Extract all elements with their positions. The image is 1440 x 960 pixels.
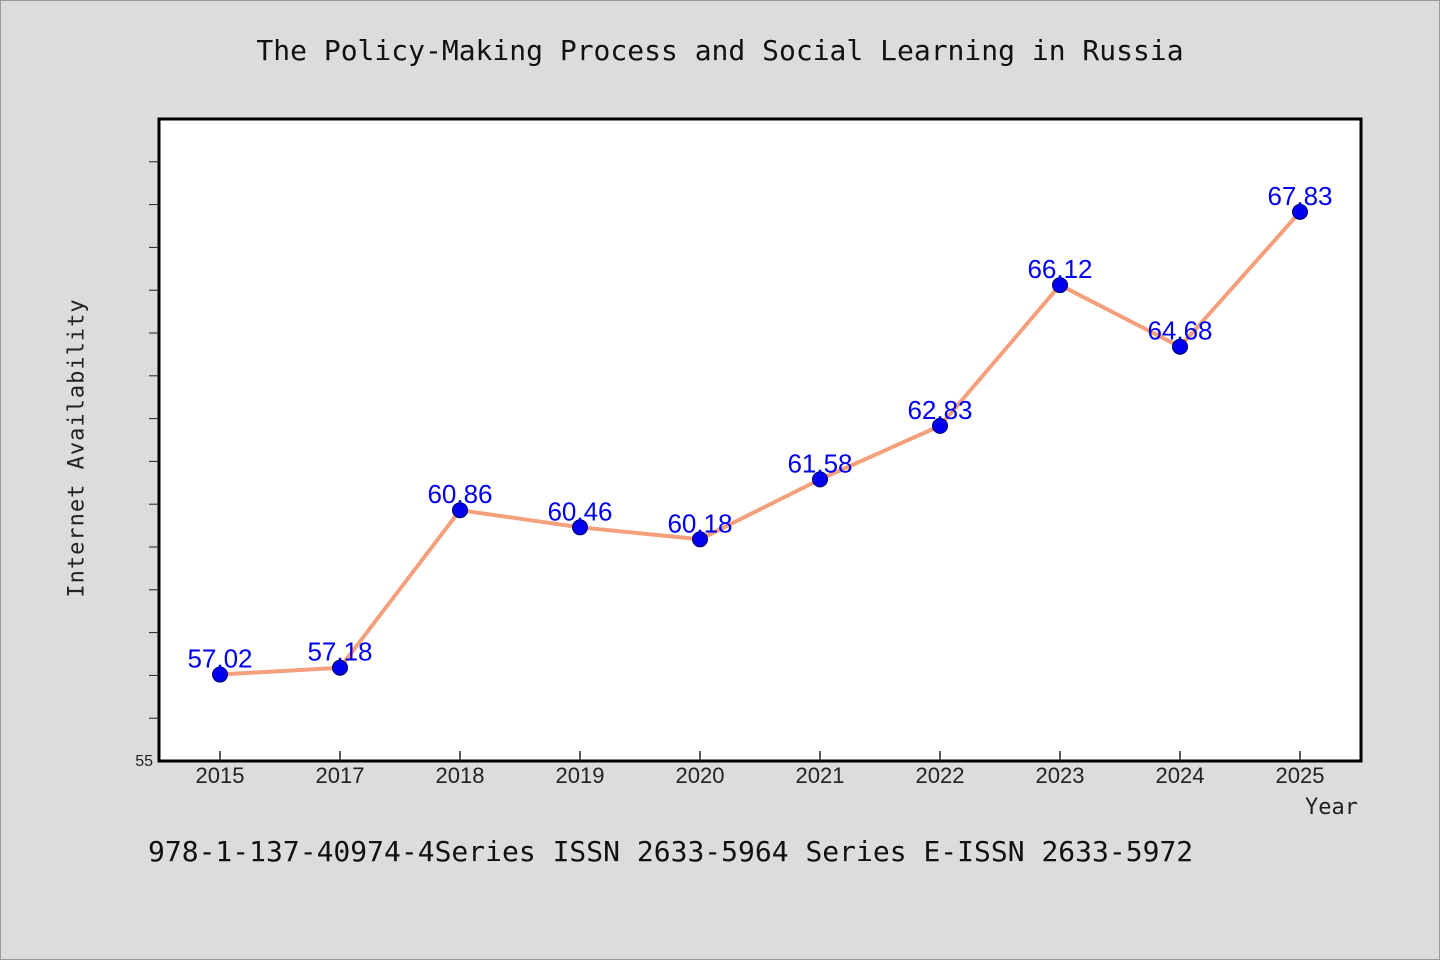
data-point — [1292, 203, 1308, 220]
y-tick-label-min: 55 — [135, 753, 153, 770]
x-tick-label: 2022 — [916, 763, 965, 788]
data-point — [452, 502, 468, 519]
x-axis-label: Year — [1305, 795, 1358, 820]
data-point — [1172, 338, 1188, 355]
data-label: 60.86 — [427, 479, 492, 509]
series-layer — [212, 203, 1308, 683]
data-point — [932, 417, 948, 434]
data-point — [212, 666, 228, 683]
data-label: 67.83 — [1267, 181, 1332, 211]
data-point — [812, 471, 828, 488]
chart-title: The Policy-Making Process and Social Lea… — [256, 34, 1184, 67]
data-label: 62.83 — [907, 395, 972, 425]
plot-area — [157, 117, 1363, 763]
data-label: 57.02 — [187, 644, 252, 674]
x-tick-label: 2025 — [1276, 763, 1325, 788]
data-labels: 57.02 57.18 60.86 60.46 60.18 61.58 62.83 66.12… — [187, 181, 1332, 674]
x-tick-label: 2023 — [1036, 763, 1085, 788]
data-label: 57.18 — [307, 637, 372, 667]
x-tick-label: 2017 — [316, 763, 365, 788]
data-point — [572, 519, 588, 536]
series-line — [219, 210, 1302, 677]
footer-isbn-issn: 978-1-137-40974-4Series ISSN 2633-5964 S… — [148, 835, 1194, 868]
y-axis-ticks: 55 — [135, 161, 159, 770]
x-tick-label: 2015 — [196, 763, 245, 788]
x-tick-label: 2020 — [676, 763, 725, 788]
data-label: 61.58 — [787, 448, 852, 478]
data-label: 60.18 — [667, 508, 732, 538]
data-label: 66.12 — [1027, 254, 1092, 284]
data-point — [692, 531, 708, 548]
data-label: 60.46 — [547, 496, 612, 526]
x-tick-label: 2018 — [436, 763, 485, 788]
data-point — [332, 659, 348, 676]
data-point — [1052, 277, 1068, 294]
y-axis-label: Internet Availability — [64, 298, 90, 598]
data-label: 64.68 — [1147, 316, 1212, 346]
x-tick-label: 2024 — [1156, 763, 1205, 788]
x-axis-ticks: 2015 2017 2018 2019 2020 2021 2022 2023 2024 2025 — [196, 751, 1325, 788]
x-tick-label: 2021 — [796, 763, 845, 788]
x-tick-label: 2019 — [556, 763, 605, 788]
